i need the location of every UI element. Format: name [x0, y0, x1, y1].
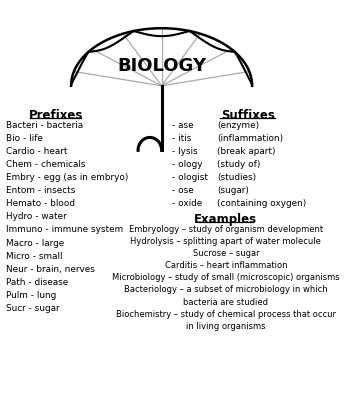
Text: (inflammation): (inflammation)	[217, 134, 283, 143]
Text: - oxide: - oxide	[171, 199, 202, 208]
Text: Embryology – study of organism development: Embryology – study of organism developme…	[129, 225, 323, 234]
Text: Suffixes: Suffixes	[221, 109, 274, 122]
Text: Sucr - sugar: Sucr - sugar	[6, 304, 60, 313]
Text: Examples: Examples	[194, 213, 257, 226]
Text: - ose: - ose	[171, 186, 193, 195]
Text: Micro - small: Micro - small	[6, 252, 62, 261]
Text: Bacteri - bacteria: Bacteri - bacteria	[6, 120, 83, 130]
Text: Entom - insects: Entom - insects	[6, 186, 75, 195]
Text: Biochemistry – study of chemical process that occur: Biochemistry – study of chemical process…	[116, 310, 336, 319]
Text: - ase: - ase	[171, 120, 193, 130]
Text: - ology: - ology	[171, 160, 202, 169]
Text: Immuno - immune system: Immuno - immune system	[6, 226, 123, 234]
Text: Bio - life: Bio - life	[6, 134, 43, 143]
Text: - ologist: - ologist	[171, 173, 208, 182]
Text: - itis: - itis	[171, 134, 191, 143]
Text: Carditis – heart inflammation: Carditis – heart inflammation	[165, 261, 287, 270]
Text: BIOLOGY: BIOLOGY	[117, 57, 206, 75]
Text: (studies): (studies)	[217, 173, 256, 182]
Text: (sugar): (sugar)	[217, 186, 249, 195]
Text: (enzyme): (enzyme)	[217, 120, 259, 130]
Text: Neur - brain, nerves: Neur - brain, nerves	[6, 265, 95, 274]
Text: in living organisms: in living organisms	[186, 322, 266, 331]
Text: Hydro - water: Hydro - water	[6, 212, 67, 221]
Text: Path - disease: Path - disease	[6, 278, 68, 287]
Text: Pulm - lung: Pulm - lung	[6, 291, 56, 300]
Text: Hemato - blood: Hemato - blood	[6, 199, 75, 208]
Text: - lysis: - lysis	[171, 147, 197, 156]
Text: (study of): (study of)	[217, 160, 260, 169]
Text: Sucrose – sugar: Sucrose – sugar	[192, 249, 259, 258]
Text: Embry - egg (as in embryo): Embry - egg (as in embryo)	[6, 173, 128, 182]
Text: Macro - large: Macro - large	[6, 238, 64, 248]
Text: bacteria are studied: bacteria are studied	[184, 298, 268, 306]
Text: Microbiology – study of small (microscopic) organisms: Microbiology – study of small (microscop…	[112, 273, 340, 282]
Text: Chem - chemicals: Chem - chemicals	[6, 160, 86, 169]
Text: (break apart): (break apart)	[217, 147, 275, 156]
Text: Hydrolysis – splitting apart of water molecule: Hydrolysis – splitting apart of water mo…	[130, 237, 321, 246]
Text: (containing oxygen): (containing oxygen)	[217, 199, 306, 208]
Text: Cardio - heart: Cardio - heart	[6, 147, 67, 156]
Text: Bacteriology – a subset of microbiology in which: Bacteriology – a subset of microbiology …	[124, 286, 328, 294]
Text: Prefixes: Prefixes	[28, 109, 83, 122]
